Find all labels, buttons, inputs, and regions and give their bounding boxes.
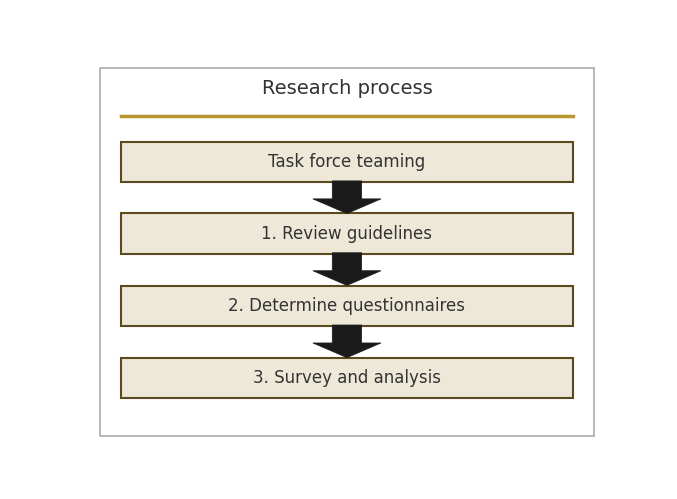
Text: 2. Determine questionnaires: 2. Determine questionnaires (228, 297, 466, 315)
Text: Research process: Research process (261, 79, 433, 98)
Polygon shape (313, 253, 381, 285)
FancyBboxPatch shape (121, 142, 573, 182)
FancyBboxPatch shape (100, 67, 594, 437)
FancyBboxPatch shape (121, 358, 573, 398)
FancyBboxPatch shape (121, 285, 573, 326)
Text: 1. Review guidelines: 1. Review guidelines (261, 225, 433, 243)
FancyBboxPatch shape (121, 214, 573, 253)
Text: 3. Survey and analysis: 3. Survey and analysis (253, 369, 441, 387)
Text: Task force teaming: Task force teaming (268, 153, 426, 171)
Polygon shape (313, 181, 381, 214)
Polygon shape (313, 325, 381, 358)
